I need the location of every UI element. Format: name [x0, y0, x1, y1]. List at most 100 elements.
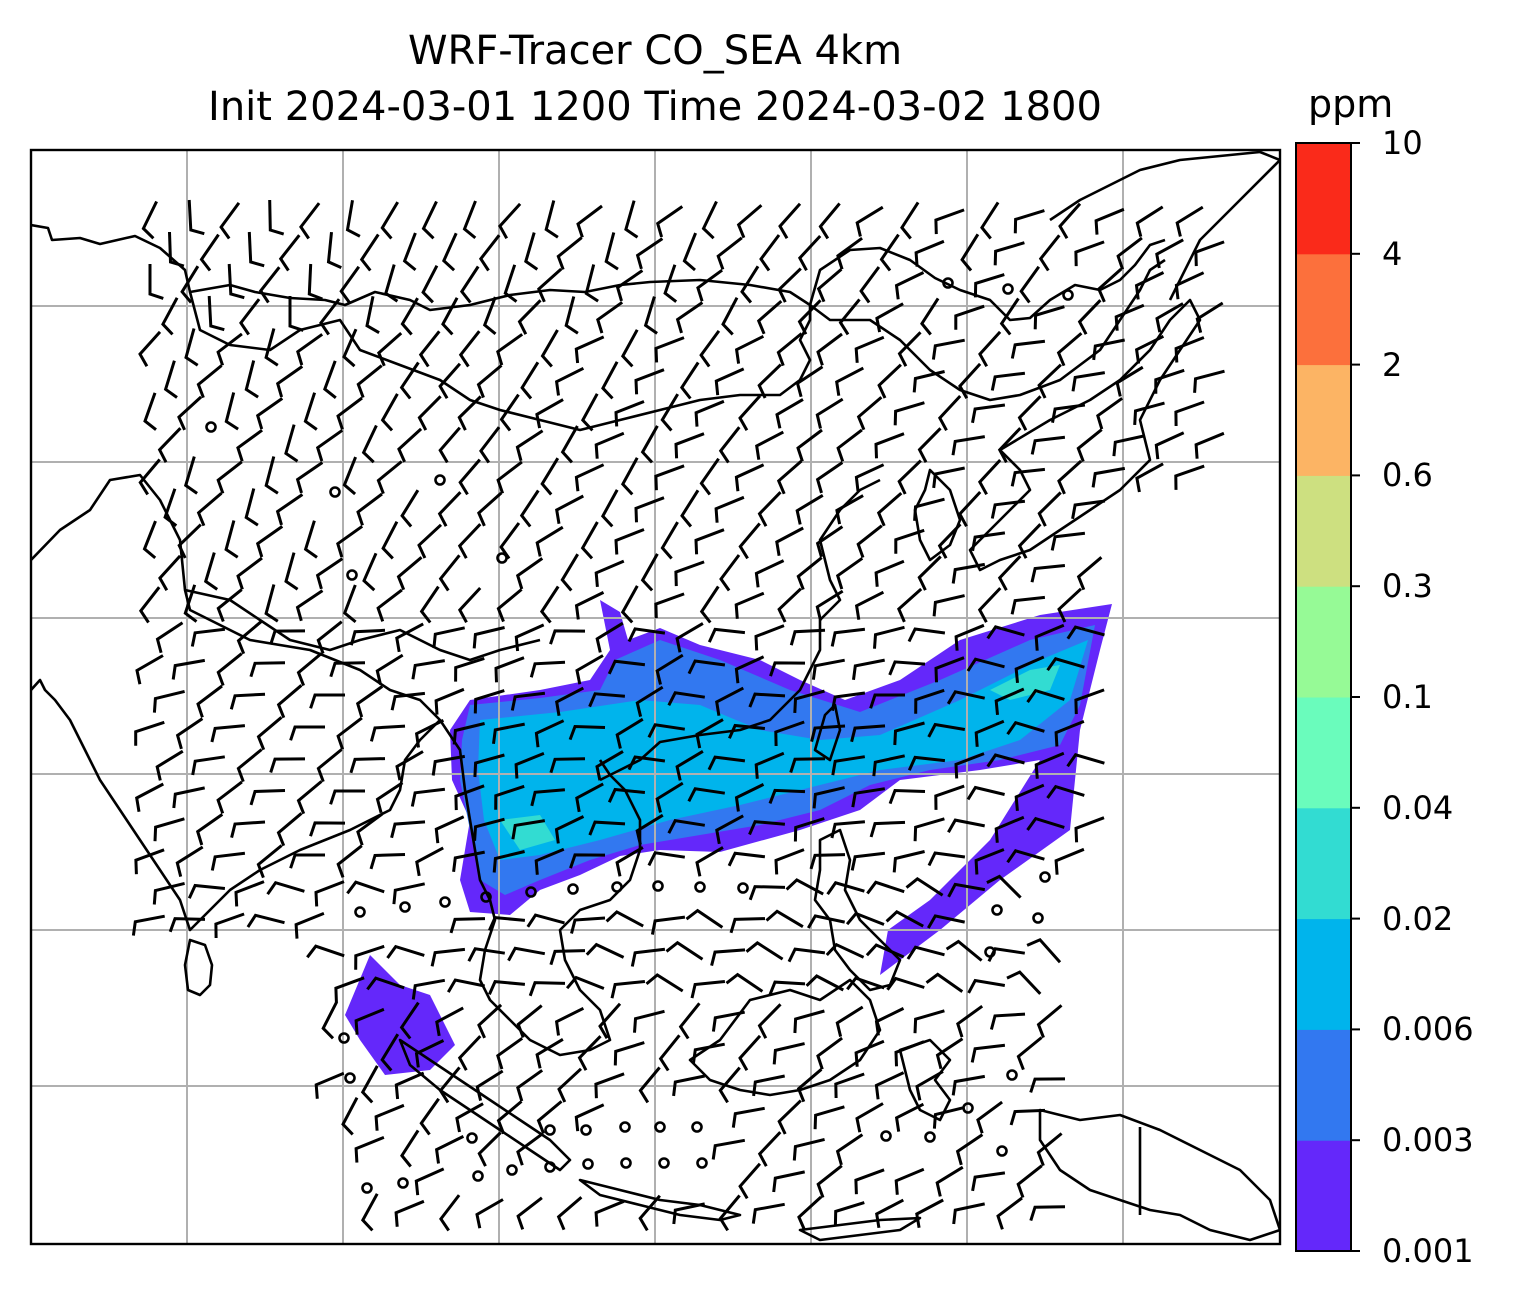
- wind-barb: [831, 691, 866, 711]
- wind-barb: [986, 753, 1025, 768]
- wind-barb: [850, 724, 886, 743]
- wind-barb: [654, 464, 685, 491]
- wind-barb: [386, 944, 425, 959]
- calm-wind-marker: [397, 1177, 409, 1189]
- wind-barb: [584, 264, 599, 303]
- wind-barb: [793, 1009, 825, 1034]
- wind-barb: [775, 526, 804, 557]
- wind-barb: [792, 1137, 825, 1161]
- wind-barb: [687, 659, 726, 675]
- wind-barb: [638, 1194, 661, 1232]
- wind-barb: [496, 460, 523, 494]
- wind-barbs: [131, 199, 1225, 1232]
- wind-barb: [835, 366, 864, 396]
- wind-barb: [931, 338, 965, 360]
- calm-wind-marker: [619, 1121, 631, 1133]
- wind-barb: [966, 785, 1005, 801]
- wind-barb: [414, 1167, 445, 1196]
- wind-barb: [458, 458, 481, 496]
- wind-barb: [894, 271, 925, 300]
- wind-barb: [627, 755, 666, 771]
- wind-barb: [421, 265, 439, 304]
- wind-barb: [540, 329, 559, 368]
- wind-barb: [699, 457, 720, 496]
- wind-barb: [718, 426, 741, 464]
- wind-barb: [361, 424, 378, 464]
- wind-barb: [268, 199, 285, 236]
- wind-barb: [699, 585, 720, 624]
- wind-barb: [187, 199, 205, 236]
- wind-barb: [375, 781, 404, 814]
- wind-barb: [826, 881, 865, 896]
- wind-barb: [294, 912, 325, 939]
- wind-barb: [913, 817, 945, 842]
- wind-barb: [913, 497, 945, 521]
- wind-barb: [951, 562, 986, 584]
- wind-barb: [203, 552, 219, 591]
- wind-barb: [441, 232, 458, 272]
- wind-barb: [394, 1199, 425, 1227]
- wind-barb: [818, 202, 841, 240]
- wind-barb: [303, 392, 318, 431]
- colorbar-tick-label: 2: [1382, 345, 1403, 384]
- wind-barb: [457, 523, 482, 559]
- wind-barb: [638, 1066, 661, 1104]
- colorbar-tick-label: 0.1: [1382, 678, 1433, 716]
- wind-barb: [588, 692, 626, 708]
- wind-barb: [163, 360, 178, 399]
- coast-sumatra: [398, 1038, 572, 1172]
- wind-barb: [594, 1199, 625, 1227]
- wind-barb: [454, 784, 485, 811]
- wind-barb: [777, 587, 802, 623]
- wind-barb: [1134, 271, 1165, 300]
- calm-wind-marker: [472, 1170, 484, 1182]
- wind-barb: [488, 980, 526, 996]
- wind-barb: [1029, 1205, 1066, 1222]
- wind-barb: [960, 233, 980, 272]
- wind-barb: [615, 717, 644, 749]
- wind-barb: [1014, 783, 1045, 812]
- wind-barb: [640, 425, 659, 464]
- wind-barb: [588, 820, 626, 836]
- wind-barb: [230, 820, 266, 838]
- wind-barb: [835, 494, 864, 525]
- wind-barb: [956, 1004, 984, 1038]
- wind-barb: [360, 1065, 379, 1104]
- calm-wind-marker: [658, 1157, 670, 1169]
- wind-barb: [934, 784, 965, 810]
- wind-barb: [438, 362, 462, 400]
- wind-barb: [435, 1006, 464, 1037]
- calm-wind-marker: [996, 1145, 1008, 1157]
- wind-barb: [158, 554, 182, 592]
- wind-barb: [756, 299, 783, 335]
- calm-wind-marker: [1039, 871, 1051, 883]
- wind-barb: [314, 880, 345, 907]
- wind-barb: [184, 328, 199, 367]
- wind-barb: [654, 336, 685, 363]
- wind-barb: [400, 489, 420, 528]
- wind-barb: [315, 429, 344, 462]
- wind-barb: [152, 689, 185, 713]
- wind-barb: [765, 909, 804, 928]
- wind-barb: [295, 589, 324, 622]
- wind-barb: [303, 520, 318, 559]
- colorbar-tick-label: 10: [1382, 124, 1423, 162]
- wind-barb: [380, 1033, 400, 1072]
- wind-barb: [275, 365, 304, 398]
- wind-barb: [937, 523, 962, 559]
- wind-barb: [674, 432, 705, 459]
- coast-himalaya-border: [184, 588, 541, 662]
- wind-barb: [418, 330, 441, 368]
- wind-barb: [655, 781, 684, 813]
- wind-barb: [620, 329, 639, 368]
- wind-barb: [718, 1194, 741, 1232]
- wind-barb: [874, 559, 905, 587]
- wind-barb: [869, 693, 905, 709]
- wind-barb: [768, 788, 806, 804]
- wind-barb: [564, 296, 579, 335]
- wind-barb: [1054, 847, 1085, 875]
- wind-barb: [141, 200, 158, 240]
- colorbar-band: [1296, 143, 1351, 255]
- wind-barb: [494, 656, 525, 683]
- wind-barb: [482, 296, 497, 336]
